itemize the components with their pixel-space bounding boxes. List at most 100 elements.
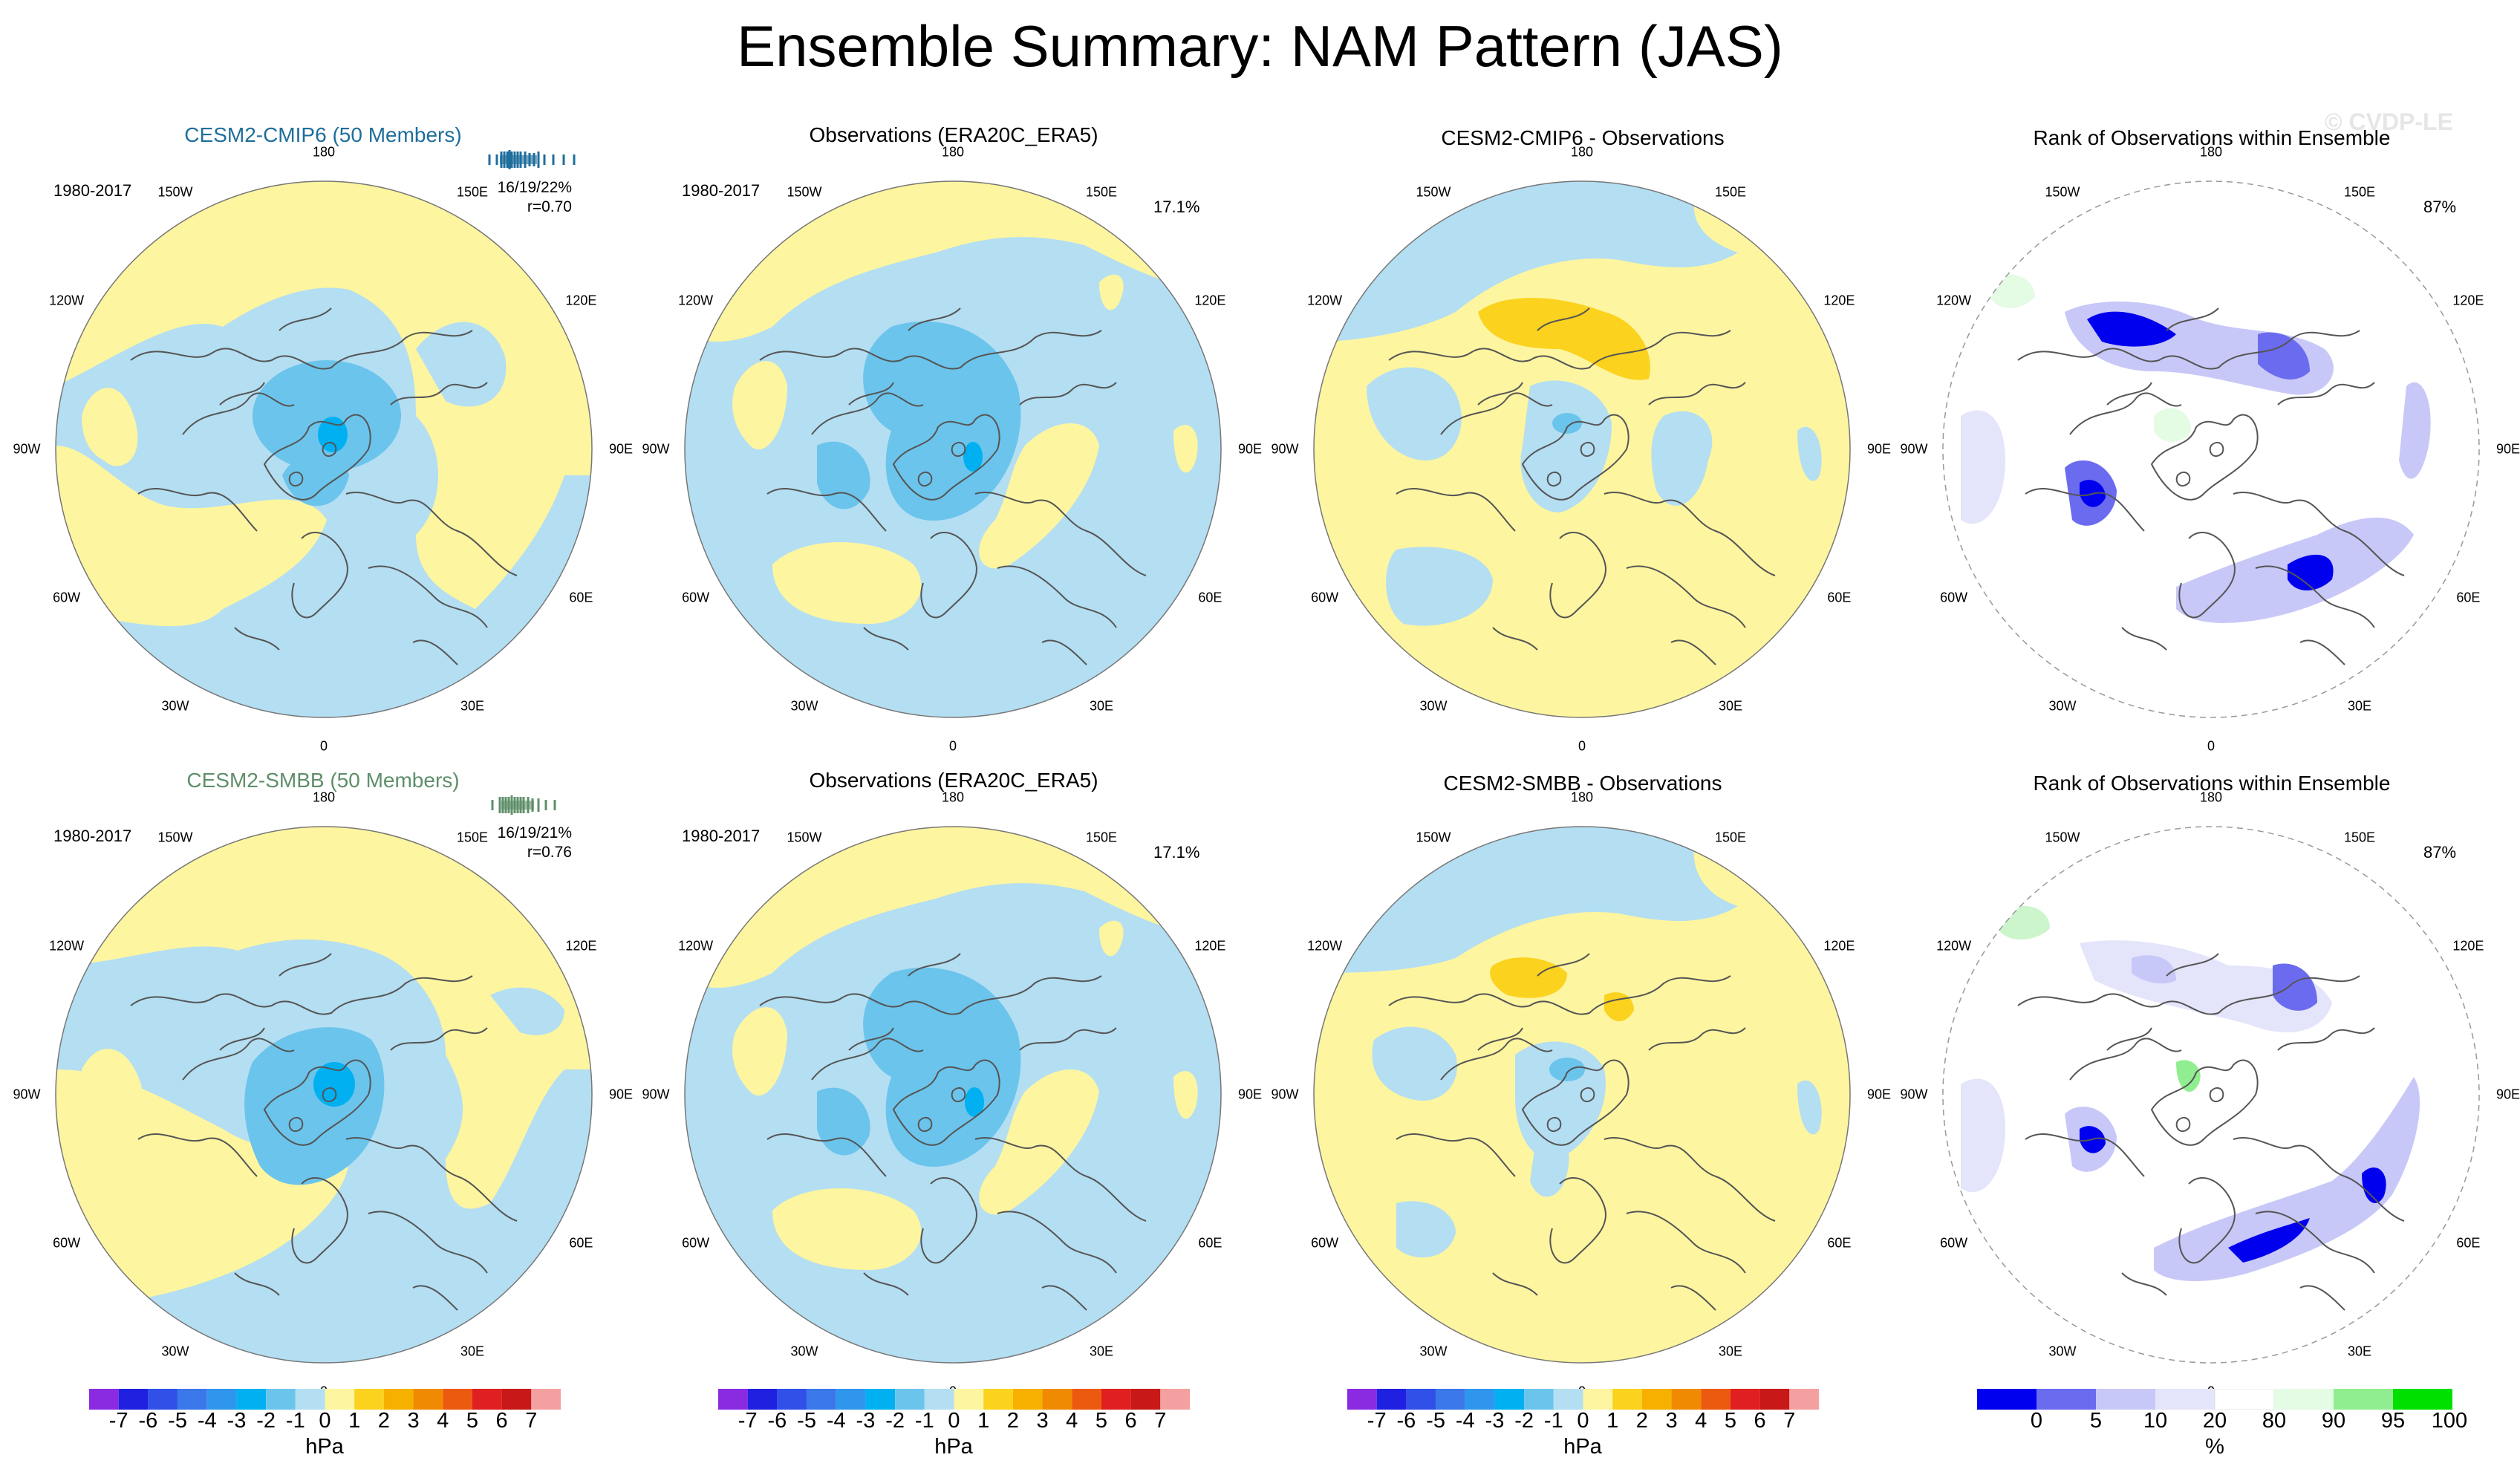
panel-title-model-cmip6: CESM2-CMIP6 (50 Members) xyxy=(184,123,462,146)
map-model-cmip6 xyxy=(56,181,592,717)
lon-label: 60W xyxy=(1311,590,1339,605)
colorbar-unit-1: hPa xyxy=(305,1435,344,1459)
lon-label: 90E xyxy=(2495,1087,2520,1102)
lon-label: 90E xyxy=(608,441,634,457)
colorbar-swatch xyxy=(178,1389,207,1410)
lon-label: 150W xyxy=(157,184,193,200)
colorbar-swatch xyxy=(807,1389,836,1410)
colorbar-tick-label: 6 xyxy=(1124,1409,1137,1433)
panel-title-rank-1: Rank of Observations within Ensemble xyxy=(2033,126,2391,149)
colorbar-swatch xyxy=(924,1389,954,1410)
lon-label: 90E xyxy=(1866,441,1892,457)
map-diff-cmip6 xyxy=(1314,181,1850,717)
stats-range-1: 16/19/22% xyxy=(497,179,572,196)
map-diff-smbb xyxy=(1314,827,1850,1363)
colorbar-tick-label: -2 xyxy=(256,1409,276,1433)
lon-label: 120W xyxy=(1936,293,1972,308)
colorbar-swatch xyxy=(501,1389,532,1410)
colorbar-tick-label: -2 xyxy=(885,1409,905,1433)
lon-label: 120W xyxy=(1307,938,1343,954)
colorbar-swatch xyxy=(1042,1389,1072,1410)
lon-label: 60E xyxy=(1198,590,1222,605)
lon-label: 120W xyxy=(678,293,714,308)
colorbar-swatch xyxy=(1583,1389,1613,1410)
colorbar-tick-label: -6 xyxy=(138,1409,158,1433)
lon-label: 60W xyxy=(1940,1235,1968,1251)
lon-label: 150E xyxy=(456,830,489,845)
lon-label: 150W xyxy=(787,830,822,845)
colorbar-swatch xyxy=(1641,1389,1672,1410)
colorbar-tick-label: 2 xyxy=(377,1409,390,1433)
colorbar-swatch xyxy=(1524,1389,1554,1410)
colorbar-swatch xyxy=(2155,1389,2215,1410)
colorbar-tick-label: -4 xyxy=(197,1409,217,1433)
lon-label: 180 xyxy=(312,789,336,805)
colorbar-tick-label: -3 xyxy=(227,1409,247,1433)
colorbar-swatch xyxy=(1465,1389,1495,1410)
colorbar-swatch xyxy=(1671,1389,1702,1410)
colorbar-swatch xyxy=(1701,1389,1731,1410)
colorbar-tick-label: 0 xyxy=(948,1409,960,1433)
panel-title-diff-smbb: CESM2-SMBB - Observations xyxy=(1443,772,1722,795)
lon-label: 30W xyxy=(790,1344,818,1359)
colorbar-tick-label: -5 xyxy=(1426,1409,1445,1433)
lon-label: 180 xyxy=(2199,789,2223,805)
lon-label: 120W xyxy=(49,938,85,954)
model-stats-1: 16/19/22% r=0.70 xyxy=(460,178,572,217)
colorbar-swatch xyxy=(1101,1389,1131,1410)
lon-label: 30E xyxy=(1089,698,1114,714)
lon-label: 30E xyxy=(1718,1344,1743,1359)
colorbar-tick-label: -3 xyxy=(1485,1409,1505,1433)
lon-label: 120E xyxy=(565,938,597,954)
colorbar-swatch xyxy=(1730,1389,1760,1410)
map-model-smbb xyxy=(56,827,592,1363)
colorbar-tick-label: 10 xyxy=(2143,1409,2168,1433)
period-model-2: 1980-2017 xyxy=(53,827,132,845)
colorbar-swatch xyxy=(747,1389,778,1410)
colorbar-hpa-1 xyxy=(89,1389,561,1410)
period-model-1: 1980-2017 xyxy=(53,181,132,200)
stats-range-2: 16/19/21% xyxy=(497,824,572,841)
lon-label: 30W xyxy=(161,698,189,714)
colorbar-swatch xyxy=(2214,1389,2275,1410)
colorbar-hpa-3 xyxy=(1347,1389,1819,1410)
colorbar-tick-label: 20 xyxy=(2202,1409,2227,1433)
colorbar-swatch xyxy=(1130,1389,1161,1410)
colorbar-tick-label: 4 xyxy=(1695,1409,1707,1433)
colorbar-swatch xyxy=(1406,1389,1436,1410)
colorbar-tick-label: -3 xyxy=(856,1409,876,1433)
colorbar-tick-label: 2 xyxy=(1006,1409,1019,1433)
stats-corr-2: r=0.76 xyxy=(527,844,572,861)
lon-label: 30W xyxy=(1419,1344,1448,1359)
obs-variance-2: 17.1% xyxy=(1153,843,1200,862)
colorbar-swatch xyxy=(2334,1389,2393,1410)
colorbar-tick-label: 5 xyxy=(1724,1409,1737,1433)
lon-label: 90W xyxy=(1900,441,1928,457)
colorbar-tick-label: 0 xyxy=(319,1409,331,1433)
lon-label: 0 xyxy=(1578,738,1586,754)
lon-label: 120W xyxy=(678,938,714,954)
colorbar-swatch xyxy=(531,1389,561,1410)
lon-label: 120W xyxy=(1307,293,1343,308)
lon-label: 30E xyxy=(1718,698,1743,714)
colorbar-tick-label: 6 xyxy=(1754,1409,1766,1433)
colorbar-tick-label: -7 xyxy=(1367,1409,1387,1433)
lon-label: 150W xyxy=(2045,830,2080,845)
lon-label: 150E xyxy=(2343,830,2376,845)
colorbar-swatch xyxy=(1436,1389,1465,1410)
lon-label: 30W xyxy=(790,698,818,714)
lon-label: 30E xyxy=(1089,1344,1114,1359)
lon-label: 120E xyxy=(565,293,597,308)
colorbar-swatch xyxy=(1347,1389,1377,1410)
colorbar-tick-label: 1 xyxy=(348,1409,361,1433)
lon-label: 150E xyxy=(1085,830,1118,845)
lon-label: 120E xyxy=(1823,938,1855,954)
colorbar-swatch xyxy=(718,1389,748,1410)
lon-label: 180 xyxy=(941,144,965,160)
map-obs-2 xyxy=(685,827,1221,1363)
panel-title-obs-2: Observations (ERA20C_ERA5) xyxy=(809,769,1098,792)
lon-label: 60E xyxy=(569,590,593,605)
colorbar-tick-label: -7 xyxy=(738,1409,758,1433)
colorbar-swatch xyxy=(1072,1389,1101,1410)
